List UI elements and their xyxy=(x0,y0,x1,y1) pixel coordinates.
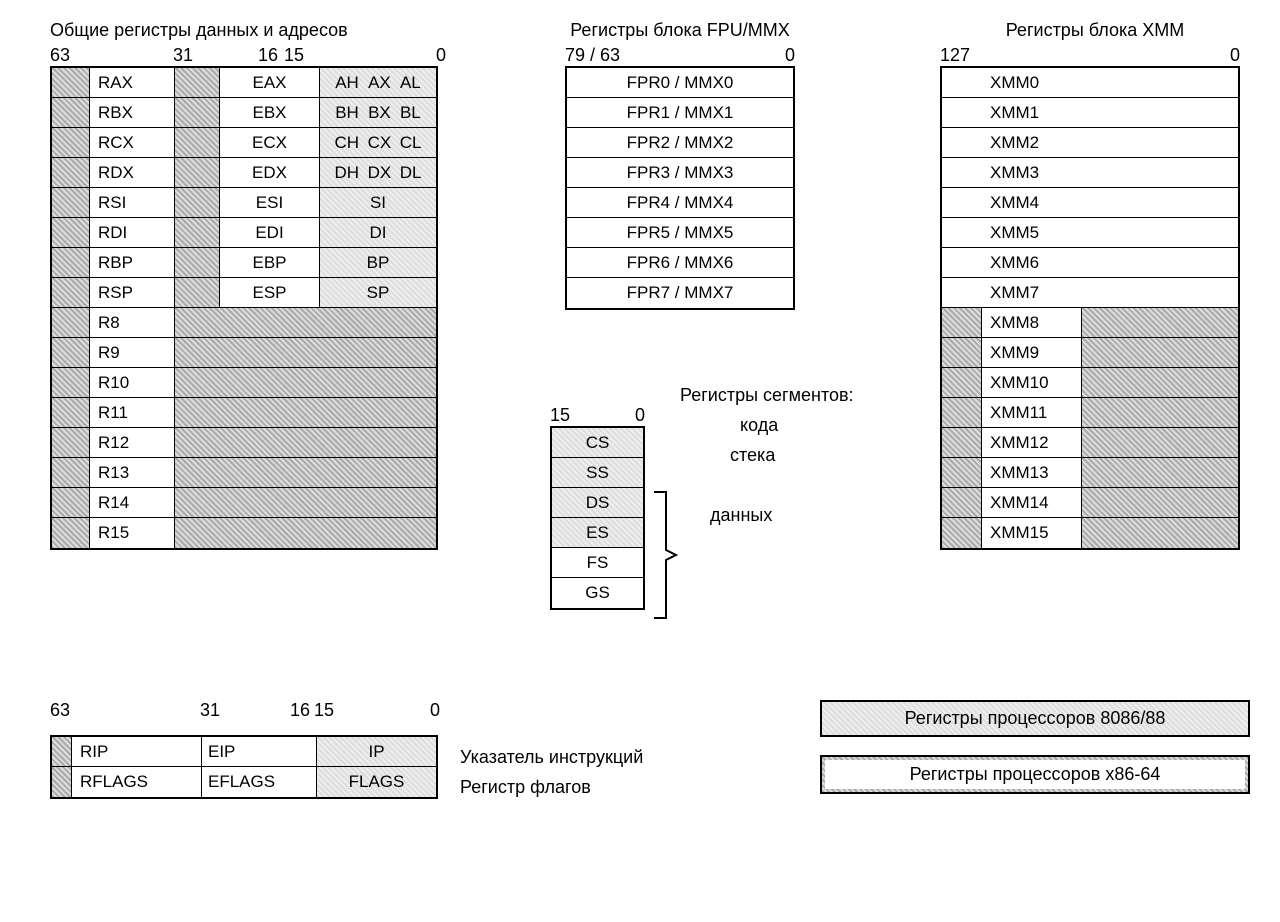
xmm-row-hi: XMM13 xyxy=(982,458,1082,487)
gpr-ext-row: R10 xyxy=(52,368,436,398)
gpr-row: RDI EDI DI xyxy=(52,218,436,248)
bit-0: 0 xyxy=(318,45,450,66)
gpr-block: Общие регистры данных и адресов 63 31 16… xyxy=(50,20,450,550)
gpr-ext-row: R8 xyxy=(52,308,436,338)
xmm-row-hi: XMM14 xyxy=(982,488,1082,517)
gpr-table: RAX EAX AHAXAL RBX EBX BHBXBL RCX xyxy=(50,66,438,550)
fpu-row: FPR6 / MMX6 xyxy=(567,248,793,277)
xmm-row: XMM2 xyxy=(942,128,1238,157)
xmm-row-hi: XMM12 xyxy=(982,428,1082,457)
fpu-title: Регистры блока FPU/MMX xyxy=(540,20,820,41)
gpr-ext-row: R13 xyxy=(52,458,436,488)
seg-row: FS xyxy=(552,548,643,577)
legend-block: Регистры процессоров 8086/88 Регистры пр… xyxy=(820,700,1250,794)
bit-0b: 0 xyxy=(340,700,440,721)
bit-63: 63 xyxy=(50,45,88,66)
seg-code-label: кода xyxy=(680,410,854,440)
xmm-row-hi: XMM9 xyxy=(982,338,1082,367)
fpu-row: FPR3 / MMX3 xyxy=(567,158,793,187)
xmm-row-hi: XMM8 xyxy=(982,308,1082,337)
gpr-ext-row: R12 xyxy=(52,428,436,458)
bit-15b: 15 xyxy=(310,700,340,721)
segment-block: 15 0 CS SS DS ES FS GS xyxy=(550,405,645,610)
ipflags-table: RIP EIP IP RFLAGS EFLAGS FLAGS xyxy=(50,735,438,799)
r32: EAX xyxy=(220,68,320,97)
eip: EIP xyxy=(202,737,317,766)
gpr-row: RDX EDX DHDXDL xyxy=(52,158,436,188)
eflags: EFLAGS xyxy=(202,767,317,797)
gpr-ext-row: R14 xyxy=(52,488,436,518)
xmm-title: Регистры блока XMM xyxy=(940,20,1250,41)
xmm-bit-lo: 0 xyxy=(1230,45,1240,66)
gpr-ext-row: R9 xyxy=(52,338,436,368)
xmm-table: XMM0 XMM1 XMM2 XMM3 XMM4 XMM5 XMM6 XMM7 … xyxy=(940,66,1240,550)
fpu-bit-hi: 79 / 63 xyxy=(565,45,620,66)
rflags: RFLAGS xyxy=(72,767,202,797)
seg-row: CS xyxy=(552,428,643,457)
ip: IP xyxy=(317,737,436,766)
seg-data-label: данных xyxy=(680,500,854,530)
fpu-block: Регистры блока FPU/MMX 79 / 63 0 FPR0 / … xyxy=(540,20,820,310)
bit-31b: 31 xyxy=(200,700,270,721)
r64: RAX xyxy=(90,68,175,97)
rip: RIP xyxy=(72,737,202,766)
xmm-row: XMM5 xyxy=(942,218,1238,247)
bit-16b: 16 xyxy=(270,700,310,721)
fpu-row: FPR7 / MMX7 xyxy=(567,278,793,308)
gpr-row: RAX EAX AHAXAL xyxy=(52,68,436,98)
xmm-row: XMM3 xyxy=(942,158,1238,187)
legend-x86-64: Регистры процессоров x86-64 xyxy=(820,755,1250,794)
seg-row: SS xyxy=(552,458,643,487)
seg-bit-hi: 15 xyxy=(550,405,570,426)
fpu-row: FPR1 / MMX1 xyxy=(567,98,793,127)
bit-63b: 63 xyxy=(50,700,200,721)
xmm-bit-hi: 127 xyxy=(940,45,970,66)
xmm-block: Регистры блока XMM 127 0 XMM0 XMM1 XMM2 … xyxy=(940,20,1250,550)
bit-31: 31 xyxy=(173,45,218,66)
segment-table: CS SS DS ES FS GS xyxy=(550,426,645,610)
xmm-row-hi: XMM11 xyxy=(982,398,1082,427)
seg-row: ES xyxy=(552,518,643,547)
xmm-row: XMM6 xyxy=(942,248,1238,277)
xmm-row: XMM1 xyxy=(942,98,1238,127)
fpu-row: FPR5 / MMX5 xyxy=(567,218,793,247)
fpu-row: FPR2 / MMX2 xyxy=(567,128,793,157)
xmm-row: XMM4 xyxy=(942,188,1238,217)
fpu-bit-lo: 0 xyxy=(785,45,795,66)
ip-caption: Указатель инструкций xyxy=(460,742,643,772)
gpr-ext-row: R11 xyxy=(52,398,436,428)
seg-bit-lo: 0 xyxy=(635,405,645,426)
gpr-row: RBX EBX BHBXBL xyxy=(52,98,436,128)
bit-15: 15 xyxy=(278,45,318,66)
flags: FLAGS xyxy=(317,767,436,797)
gpr-row: RBP EBP BP xyxy=(52,248,436,278)
fpu-table: FPR0 / MMX0 FPR1 / MMX1 FPR2 / MMX2 FPR3… xyxy=(565,66,795,310)
fpu-row: FPR4 / MMX4 xyxy=(567,188,793,217)
seg-row: GS xyxy=(552,578,643,608)
gpr-row: RSP ESP SP xyxy=(52,278,436,308)
flags-caption: Регистр флагов xyxy=(460,772,643,802)
bit-16: 16 xyxy=(218,45,278,66)
bracket-icon xyxy=(650,490,680,620)
seg-row: DS xyxy=(552,488,643,517)
r16: AHAXAL xyxy=(320,68,436,97)
segment-labels: Регистры сегментов: кода стека данных xyxy=(680,380,854,530)
ipflags-captions: Указатель инструкций Регистр флагов xyxy=(460,742,643,802)
gpr-row: RCX ECX CHCXCL xyxy=(52,128,436,158)
xmm-row-hi: XMM10 xyxy=(982,368,1082,397)
xmm-row: XMM7 xyxy=(942,278,1238,307)
xmm-row-hi: XMM15 xyxy=(982,518,1082,548)
ipflags-block: 63 31 16 15 0 RIP EIP IP RFLAGS EFLAGS F… xyxy=(50,700,440,799)
xmm-row: XMM0 xyxy=(942,68,1238,97)
gpr-row: RSI ESI SI xyxy=(52,188,436,218)
seg-title: Регистры сегментов: xyxy=(680,380,854,410)
gpr-title: Общие регистры данных и адресов xyxy=(50,20,450,41)
fpu-row: FPR0 / MMX0 xyxy=(567,68,793,97)
seg-stack-label: стека xyxy=(680,440,854,470)
legend-8086: Регистры процессоров 8086/88 xyxy=(820,700,1250,737)
gpr-ext-row: R15 xyxy=(52,518,436,548)
